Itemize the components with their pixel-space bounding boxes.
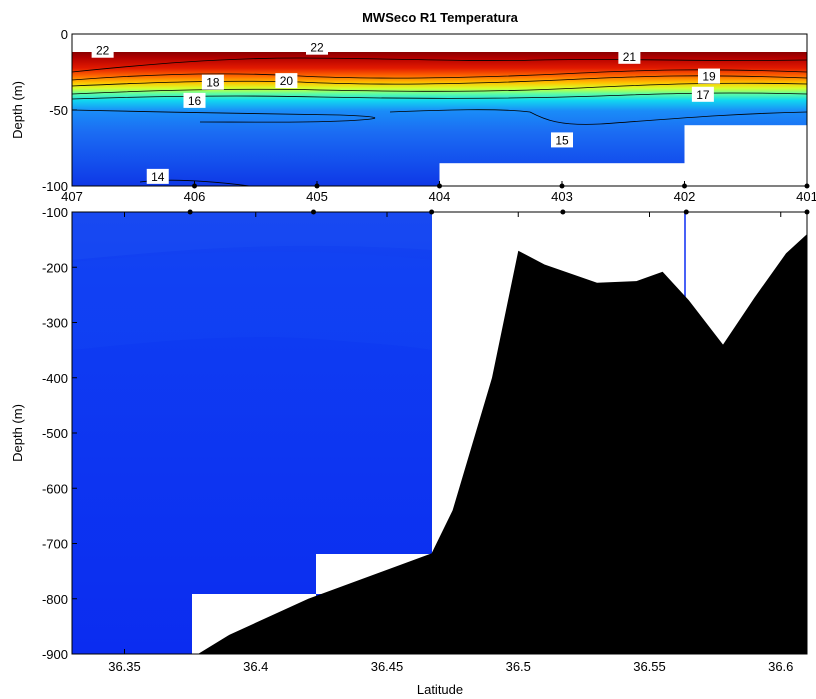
- lower-y-tick-label: -500: [42, 426, 68, 441]
- contour-label-bg: [183, 92, 206, 108]
- missing-data-regions: [439, 125, 807, 186]
- lower-y-tick-label: -300: [42, 316, 68, 331]
- contour-label-22: 22: [96, 44, 110, 58]
- deep-water-mid-tint: [72, 251, 432, 350]
- lower-y-tick-label: -900: [42, 647, 68, 662]
- lower-y-tick-label: -700: [42, 537, 68, 552]
- chart-title: MWSeco R1 Temperatura: [362, 10, 519, 25]
- lower-x-tick-label: 36.6: [768, 659, 793, 674]
- lower-x-tick-label: 36.35: [108, 659, 141, 674]
- contour-label-bg: [551, 132, 573, 148]
- upper-station-markers: [192, 183, 810, 189]
- upper-x-tick-label: 405: [306, 189, 328, 204]
- contour-label-bg: [691, 86, 714, 102]
- lower-station-markers: [187, 209, 810, 215]
- lower-station-marker: [429, 209, 435, 215]
- upper-y-axis-label: Depth (m): [10, 81, 25, 139]
- lower-station-marker: [683, 209, 689, 215]
- isotherm-17-line: [72, 82, 807, 95]
- upper-y-tick-label: -50: [49, 103, 68, 118]
- upper-x-axis: 407 406 405 404 403 402 401: [61, 181, 816, 204]
- upper-y-tick-label: -100: [42, 179, 68, 194]
- contour-label-bg: [275, 73, 298, 89]
- isotherm-21-line: [72, 57, 807, 73]
- deep-water-upper-tint: [72, 212, 432, 260]
- seafloor: [198, 234, 807, 654]
- contour-label-bg: [618, 48, 641, 64]
- contour-label-bg: [201, 74, 224, 90]
- contour-label-19: 19: [702, 70, 716, 84]
- station-marker-401: [804, 183, 810, 189]
- lower-x-tick-label: 36.4: [243, 659, 268, 674]
- lower-station-marker: [804, 209, 810, 215]
- lower-y-axis: -100 -200 -300 -400 -500 -600 -700 -800 -900: [42, 205, 77, 662]
- upper-x-tick-label: 402: [674, 189, 696, 204]
- contour-label-18: 18: [206, 76, 220, 90]
- lower-station-marker: [560, 209, 566, 215]
- lower-y-axis-label: Depth (m): [10, 404, 25, 462]
- upper-x-tick-label: 406: [184, 189, 206, 204]
- station-marker-406: [192, 183, 197, 189]
- lower-y-tick-label: -200: [42, 260, 68, 275]
- contour-label-bg: [306, 39, 328, 55]
- station-marker-403: [559, 183, 565, 189]
- contour-label-20: 20: [280, 74, 294, 88]
- missing-region-1: [684, 125, 807, 186]
- contour-label-16: 16: [188, 94, 202, 108]
- upper-x-tick-label: 401: [796, 189, 816, 204]
- upper-x-tick-label: 407: [61, 189, 83, 204]
- lower-x-tick-label: 36.45: [371, 659, 404, 674]
- lower-y-tick-label: -800: [42, 592, 68, 607]
- lower-y-tick-label: -100: [42, 205, 68, 220]
- contour-label-15: 15: [555, 133, 569, 147]
- station-marker-405: [314, 183, 320, 189]
- contour-label-bg: [91, 42, 114, 58]
- isotherm-18-line: [72, 75, 807, 87]
- contour-label-bg: [698, 68, 720, 84]
- lower-x-axis-label: Latitude: [417, 682, 463, 697]
- lower-x-tick-label: 36.55: [633, 659, 666, 674]
- contour-label-22: 22: [310, 41, 324, 55]
- lower-x-tick-label: 36.5: [506, 659, 531, 674]
- contour-label-17: 17: [696, 88, 710, 102]
- station-marker-402: [682, 183, 687, 189]
- upper-x-tick-label: 403: [551, 189, 573, 204]
- lower-panel: -100 -200 -300 -400 -500 -600 -700 -800 -900 36.…: [10, 205, 810, 697]
- upper-x-tick-label: 404: [429, 189, 451, 204]
- isotherm-15-line: [72, 109, 807, 125]
- lower-station-marker: [311, 209, 316, 215]
- lower-y-tick-label: -400: [42, 371, 68, 386]
- contour-labels: 22 22 21 19 18 20 17 16 15 14: [91, 39, 720, 184]
- upper-y-axis: 0 -50 -100: [42, 27, 77, 194]
- isotherm-20-line: [72, 69, 807, 81]
- lower-y-tick-label: -600: [42, 481, 68, 496]
- contour-label-21: 21: [623, 50, 637, 64]
- lower-x-axis: 36.35 36.4 36.45 36.5 36.55 36.6: [108, 212, 793, 674]
- contour-label-bg: [146, 168, 169, 184]
- station-marker-404: [437, 183, 442, 189]
- upper-y-tick-label: 0: [61, 27, 68, 42]
- contour-label-14: 14: [151, 170, 165, 184]
- lower-station-marker: [187, 209, 193, 215]
